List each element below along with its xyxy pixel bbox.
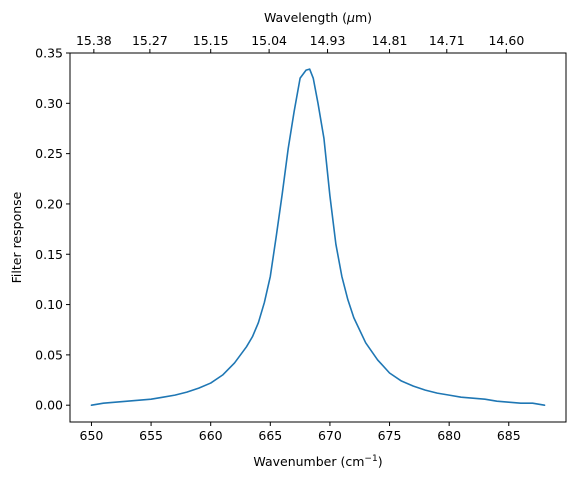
top-x-tick-label: 15.04 — [251, 33, 287, 48]
y-tick-label: 0.25 — [35, 146, 63, 161]
top-x-tick-label: 15.38 — [76, 33, 112, 48]
top-x-tick-label: 14.60 — [488, 33, 524, 48]
y-tick-label: 0.35 — [35, 46, 63, 61]
x-tick-label: 655 — [139, 428, 163, 443]
top-x-axis-label: Wavelength (μm) — [264, 10, 372, 25]
x-tick-label: 660 — [199, 428, 223, 443]
y-tick-label: 0.00 — [35, 398, 63, 413]
x-axis-label-close: ) — [378, 454, 383, 469]
y-tick-label: 0.05 — [35, 347, 63, 362]
top-x-tick-label: 15.27 — [132, 33, 168, 48]
top-x-tick-label: 14.93 — [310, 33, 346, 48]
y-tick-label: 0.15 — [35, 247, 63, 262]
y-tick-label: 0.20 — [35, 196, 63, 211]
x-tick-label: 685 — [497, 428, 521, 443]
tick-layer: 650 655 660 665 670 675 680 685 0.00 0.05 0.10 0.15… — [35, 33, 524, 443]
top-x-tick-label: 15.15 — [193, 33, 229, 48]
top-x-tick-label: 14.71 — [429, 33, 465, 48]
top-x-axis-label-prefix: Wavelength ( — [264, 10, 347, 25]
x-tick-label: 650 — [80, 428, 104, 443]
x-tick-label: 675 — [378, 428, 402, 443]
plot-frame — [69, 52, 567, 423]
y-tick-label: 0.30 — [35, 96, 63, 111]
series-line-0 — [90, 68, 546, 407]
y-axis-label: Filter response — [9, 191, 24, 283]
x-axis-label-text: Wavenumber (cm — [253, 454, 364, 469]
x-axis-label: Wavenumber (cm−1) — [253, 454, 382, 469]
x-axis-label-superscript: −1 — [364, 454, 377, 464]
x-tick-label: 670 — [318, 428, 342, 443]
top-x-axis-label-mu: μ — [346, 10, 355, 25]
x-tick-label: 665 — [258, 428, 282, 443]
series-layer — [90, 68, 546, 407]
y-tick-label: 0.10 — [35, 297, 63, 312]
top-x-axis-label-suffix: m) — [355, 10, 372, 25]
x-tick-label: 680 — [437, 428, 461, 443]
top-x-tick-label: 14.81 — [372, 33, 408, 48]
